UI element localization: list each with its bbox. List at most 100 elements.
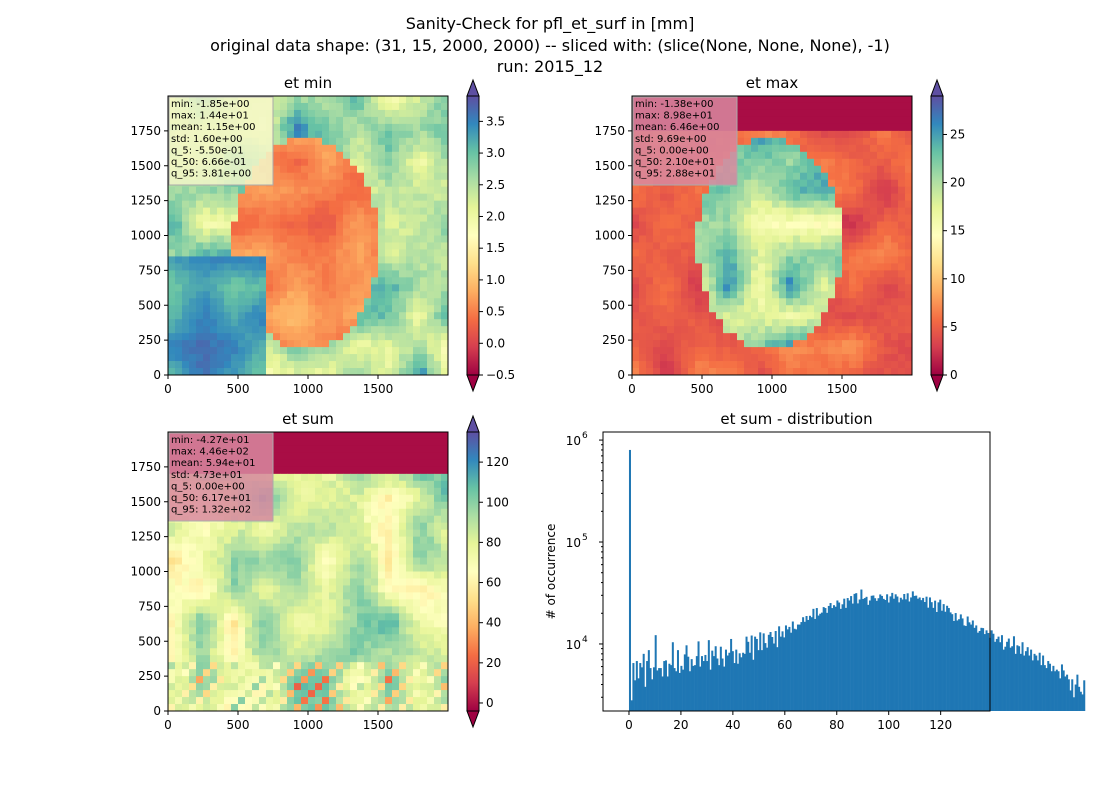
histogram-bar (745, 636, 748, 711)
histogram-bar (793, 628, 796, 711)
histogram-bar (956, 620, 959, 711)
histogram-bar (826, 612, 829, 711)
histogram-bar (647, 650, 650, 711)
histogram-bar (666, 676, 669, 711)
y-tick-label-base: 10 (566, 434, 581, 448)
colorbar-gradient (467, 432, 479, 711)
y-tick-label: 750 (138, 263, 161, 277)
histogram-bar (1012, 636, 1015, 711)
histogram-bar (1006, 641, 1009, 711)
histogram-bar (879, 594, 882, 711)
histogram-bar (1076, 674, 1079, 711)
x-tick-label: 20 (673, 718, 688, 732)
y-tick-label: 1000 (594, 229, 625, 243)
y-tick-label: 1000 (130, 565, 161, 579)
histogram-bar (937, 602, 940, 711)
histogram-bar (954, 613, 957, 711)
histogram-bar (788, 626, 791, 711)
y-tick-label-exponent: 4 (582, 635, 588, 645)
histogram-bar (661, 676, 664, 711)
histogram-bar (930, 602, 933, 711)
histogram-bar (1081, 694, 1084, 711)
histogram-bar (673, 668, 676, 711)
histogram-bar (882, 598, 885, 711)
figure-title-line-2: original data shape: (31, 15, 2000, 2000… (210, 36, 890, 55)
histogram-bar (730, 638, 733, 711)
colorbar-tick-label: 120 (486, 455, 509, 469)
axes-title: et sum - distribution (720, 410, 872, 428)
y-tick-label: 1750 (130, 460, 161, 474)
histogram-bar (747, 641, 750, 711)
colorbar-tick-label: 100 (486, 495, 509, 509)
histogram-bar (769, 632, 772, 711)
colorbar: 0 5 10 15 20 25 (930, 78, 965, 393)
histogram-bar (963, 625, 966, 711)
colorbar-extend-top (930, 78, 944, 97)
histogram-bar (1050, 671, 1053, 711)
histogram-bar (874, 598, 877, 711)
axes-title: et sum (282, 410, 334, 428)
histogram-bar (827, 605, 830, 711)
histogram-bar (658, 668, 661, 711)
histogram-bar (786, 629, 789, 711)
histogram-bar (743, 653, 746, 711)
histogram-bar (844, 607, 847, 711)
histogram-bar (973, 627, 976, 711)
histogram-bar (709, 669, 712, 711)
histogram-bar (752, 659, 755, 711)
histogram-bar (718, 665, 721, 711)
histogram-bar (1023, 655, 1026, 711)
histogram-bar (637, 678, 640, 711)
panel-0: et min 0 500 1000 1500 0 250 500 750 1000 1250 1500… (130, 74, 515, 396)
histogram-bar (649, 668, 652, 711)
histogram-bar (1002, 649, 1005, 711)
histogram-bar (800, 622, 803, 711)
histogram-bar (810, 617, 813, 711)
histogram-bar (812, 608, 815, 711)
histogram-bar (899, 597, 902, 711)
histogram-bar (896, 596, 899, 711)
colorbar-tick-label: 1.5 (486, 241, 505, 255)
histogram-bar (1038, 652, 1041, 711)
histogram-bar (640, 667, 643, 711)
histogram-bar (1040, 665, 1043, 711)
histogram-bar (1007, 638, 1010, 711)
histogram-bar (642, 653, 645, 711)
histogram-bar (944, 611, 947, 711)
histogram-bar (829, 603, 832, 711)
y-tick-label: 0 (153, 368, 161, 382)
histogram-bar (783, 637, 786, 711)
histogram-bar (711, 650, 714, 711)
histogram-bar (913, 595, 916, 711)
histogram-bar (855, 593, 858, 711)
histogram-bar (687, 656, 690, 711)
histogram-bar (695, 656, 698, 711)
x-tick-label: 500 (691, 382, 714, 396)
colorbar-extend-top (466, 414, 480, 433)
histogram-bar (1069, 690, 1072, 711)
histogram-bar (802, 617, 805, 711)
stats-line: std: 4.73e+01 (171, 470, 243, 481)
histogram-bar (966, 616, 969, 711)
histogram-bar (839, 608, 842, 711)
stats-line: q_95: 2.88e+01 (635, 169, 715, 180)
histogram-bar (995, 638, 998, 711)
histogram-bar (814, 618, 817, 711)
histogram-bar (1062, 670, 1065, 711)
histogram-bar (946, 605, 949, 711)
histogram-bar (659, 668, 662, 711)
histogram-bar (1009, 647, 1012, 711)
stats-line: q_50: 6.17e+01 (171, 493, 251, 504)
stats-box-frame (632, 96, 738, 186)
x-tick-label: 80 (829, 718, 844, 732)
histogram-bar (755, 638, 758, 711)
colorbar-gradient (931, 96, 943, 375)
histogram-bar (934, 600, 937, 711)
histogram-bar (750, 635, 753, 711)
histogram-bar (999, 642, 1002, 711)
histogram-bar (771, 637, 774, 711)
histogram-bar (870, 595, 873, 711)
histogram-bar (704, 654, 707, 711)
stats-line: max: 1.44e+01 (171, 111, 249, 122)
